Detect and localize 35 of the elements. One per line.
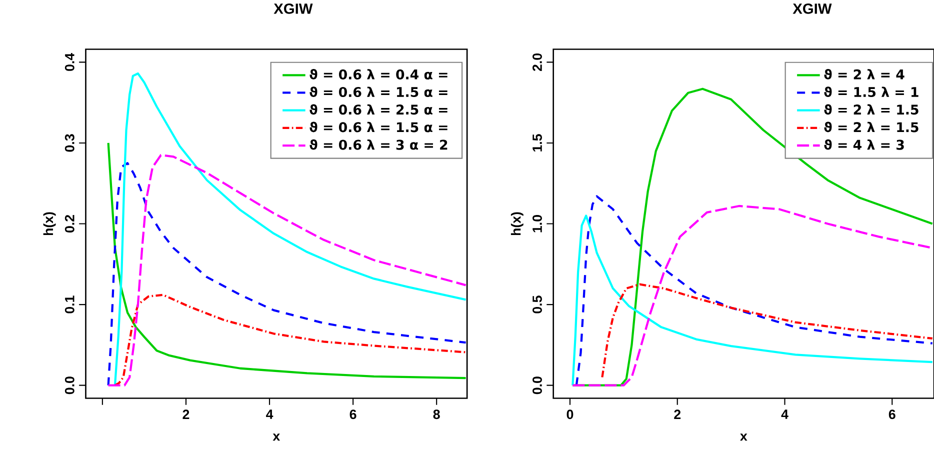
- y-tick-label: 0.0: [64, 376, 74, 394]
- y-tick-label: 1.5: [532, 134, 542, 152]
- legend-label: ϑ = 1.5 λ = 1: [824, 86, 918, 98]
- y-tick-label: 0.0: [532, 376, 542, 394]
- y-tick-label: 0.3: [64, 134, 74, 152]
- legend-label: ϑ = 0.6 λ = 1.5 α =: [310, 86, 448, 98]
- legend-label: ϑ = 0.6 λ = 1.5 α =: [310, 122, 448, 132]
- y-tick-label: 0.2: [64, 215, 74, 233]
- legend-label: ϑ = 0.6 λ = 2.5 α =: [310, 104, 448, 115]
- x-axis-title: x: [740, 434, 748, 441]
- legend-label: ϑ = 0.6 λ = 0.4 α =: [310, 69, 448, 80]
- line-series: [601, 283, 934, 378]
- x-tick-label: 4: [266, 410, 274, 419]
- y-tick-label: 1.0: [532, 215, 542, 232]
- y-axis-title: h(x): [43, 212, 56, 236]
- x-tick-label: 2: [182, 410, 190, 419]
- y-axis-title: h(x): [510, 212, 524, 236]
- y-tick-label: 0.5: [532, 296, 542, 314]
- x-tick-label: 6: [888, 410, 896, 420]
- y-tick-label: 0.1: [64, 296, 74, 314]
- legend-label: ϑ = 2 λ = 1.5: [824, 104, 918, 115]
- chart-title: XGIW: [274, 4, 313, 14]
- x-tick-label: 8: [433, 410, 440, 420]
- x-axis-title: x: [272, 434, 280, 441]
- x-tick-label: 4: [781, 410, 788, 419]
- x-tick-label: 6: [350, 410, 356, 420]
- chart-title: XGIW: [792, 4, 832, 14]
- x-tick-label: 2: [674, 410, 681, 419]
- legend-label: ϑ = 2 λ = 1.5: [824, 122, 918, 132]
- x-tick-label: 0: [566, 410, 574, 420]
- legend-label: ϑ = 4 λ = 3: [824, 139, 904, 150]
- legend-label: ϑ = 0.6 λ = 3 α = 2: [310, 139, 448, 150]
- legend-label: ϑ = 2 λ = 4: [824, 69, 904, 80]
- y-tick-label: 0.4: [64, 53, 74, 71]
- y-tick-label: 2.0: [532, 53, 542, 71]
